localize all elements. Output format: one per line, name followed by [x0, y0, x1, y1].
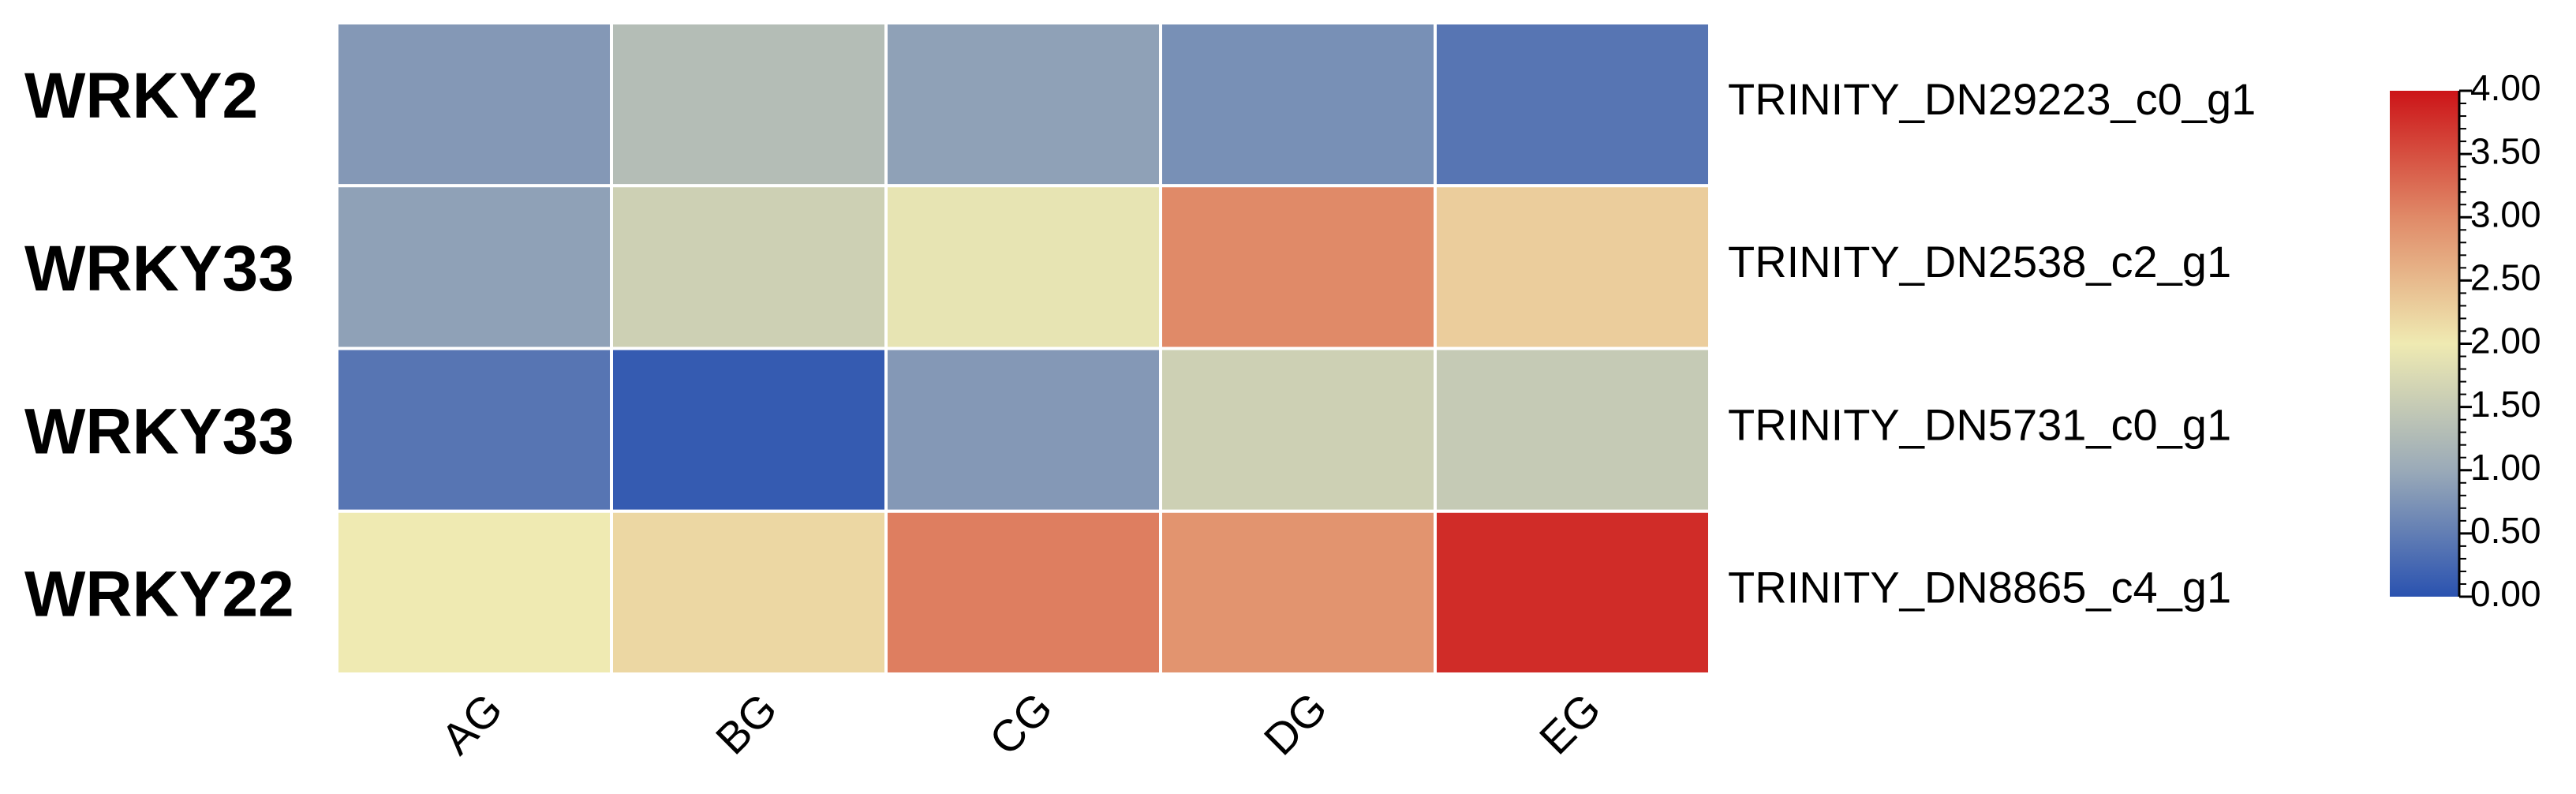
row-id-label: TRINITY_DN29223_c0_g1: [1728, 74, 2256, 124]
heatmap-cell: [1434, 509, 1711, 676]
row-id-label: TRINITY_DN5731_c0_g1: [1728, 399, 2231, 449]
heatmap-cell: [610, 346, 888, 513]
colorbar-tick-label: 4.00: [2470, 67, 2541, 108]
colorbar-tick-label: 1.50: [2470, 384, 2541, 425]
row-label: WRKY22: [24, 559, 294, 631]
row-id-label: TRINITY_DN8865_c4_g1: [1728, 563, 2231, 612]
heatmap-cell: [335, 346, 613, 513]
heatmap-cell: [884, 21, 1162, 188]
heatmap-cell: [1159, 21, 1437, 188]
colorbar: [2390, 91, 2459, 597]
row-id-label: TRINITY_DN2538_c2_g1: [1728, 237, 2231, 287]
x-tick-label: DG: [1254, 683, 1337, 765]
x-tick-label: AG: [432, 684, 512, 764]
heatmap-cell: [884, 184, 1162, 350]
heatmap-cell: [1434, 184, 1711, 350]
colorbar-tick-label: 2.50: [2470, 257, 2541, 298]
heatmap-cell: [335, 21, 613, 188]
heatmap-cell: [610, 509, 888, 676]
heatmap-cell: [1159, 346, 1437, 513]
colorbar-tick-label: 3.50: [2470, 130, 2541, 171]
row-label: WRKY33: [24, 395, 294, 467]
heatmap-cell: [335, 509, 613, 676]
heatmap-cell: [1434, 346, 1711, 513]
heatmap-cell: [884, 509, 1162, 676]
colorbar-tick-label: 2.00: [2470, 320, 2541, 361]
heatmap-cell: [1434, 21, 1711, 188]
colorbar-tick-label: 3.00: [2470, 193, 2541, 234]
heatmap-cell: [610, 21, 888, 188]
x-tick-label: EG: [1530, 684, 1610, 764]
heatmap-cell: [335, 184, 613, 350]
heatmap-cell: [1159, 184, 1437, 350]
row-label: WRKY2: [24, 60, 258, 132]
x-tick-label: BG: [706, 684, 787, 764]
row-label: WRKY33: [24, 233, 294, 305]
heatmap-cell: [610, 184, 888, 350]
heatmap-cell: [1159, 509, 1437, 676]
x-tick-label: CG: [980, 683, 1062, 765]
heatmap-cell: [884, 346, 1162, 513]
colorbar-tick-label: 0.50: [2470, 510, 2541, 551]
colorbar-tick-label: 1.00: [2470, 447, 2541, 488]
colorbar-tick-label: 0.00: [2470, 573, 2541, 614]
